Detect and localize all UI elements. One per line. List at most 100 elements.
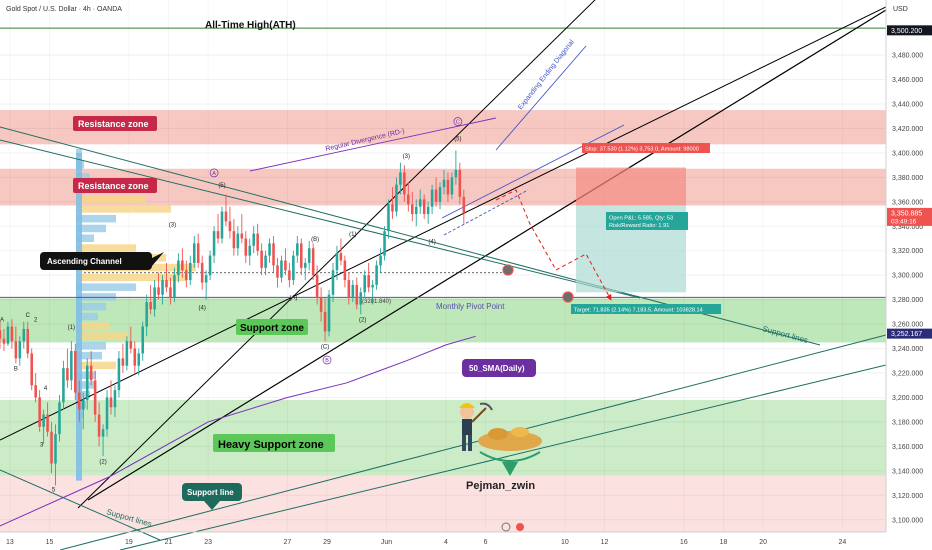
candle-body <box>181 260 184 271</box>
gold-nugget-icon <box>488 428 508 440</box>
candle-body <box>395 184 398 212</box>
ath-label: All-Time High(ATH) <box>205 20 296 31</box>
x-tick-label: 16 <box>680 539 688 546</box>
candle-body <box>169 287 172 298</box>
candle-body <box>220 211 224 239</box>
ascending-channel-pointer <box>152 252 164 266</box>
currency-label: USD <box>893 6 908 13</box>
candle-body <box>204 275 208 283</box>
miner-head-icon <box>460 405 474 419</box>
wave-circle <box>209 168 219 178</box>
y-tick-label: 3,300.000 <box>892 273 923 280</box>
candle-body <box>446 179 450 195</box>
candle-body <box>284 260 287 271</box>
volume-bin <box>76 342 106 350</box>
candle-body <box>0 330 2 339</box>
y-tick-label: 3,280.000 <box>892 297 923 304</box>
candle-body <box>224 211 228 222</box>
y-tick-label: 3,480.000 <box>892 53 923 60</box>
volume-bin <box>76 173 90 181</box>
candle-body <box>26 328 30 354</box>
candle-body <box>161 280 164 295</box>
y-tick-label: 3,100.000 <box>892 517 923 524</box>
candle-body <box>113 390 117 408</box>
candle-body <box>18 341 22 359</box>
gold-pile-icon <box>478 431 542 451</box>
candle-body <box>109 397 113 408</box>
target-label-bg <box>571 304 721 314</box>
position-label-1: Open P&L: 5.585, Qty: 53 <box>609 216 673 222</box>
candle-body <box>303 262 307 268</box>
candle-body <box>450 177 454 195</box>
price-axis-panel[interactable] <box>886 0 932 550</box>
position-label-bg <box>606 212 688 230</box>
heavy-support-label-box: Heavy Support zone <box>213 434 335 452</box>
candle-body <box>331 270 335 295</box>
wave-circle-label: B <box>325 358 329 364</box>
heavy-support-label: Heavy Support zone <box>218 439 324 451</box>
candle-body <box>78 392 81 410</box>
support-zone-label-bg <box>236 319 308 335</box>
candle-body <box>129 341 133 349</box>
wave-label: (B) <box>311 237 319 243</box>
wave-label: (2) <box>359 318 366 324</box>
y-tick-label: 3,460.000 <box>892 77 923 84</box>
y-tick-label: 3,380.000 <box>892 175 923 182</box>
sma-label-box: 50_SMA(Daily) <box>456 351 536 377</box>
candle-body <box>248 245 252 256</box>
candles-layer <box>0 150 466 486</box>
y-tick-label: 3,120.000 <box>892 493 923 500</box>
candle-body <box>137 353 141 366</box>
candle-body <box>58 402 61 435</box>
price-badge-value: 3,500.200 <box>891 28 922 35</box>
wave-label: (1) <box>68 325 75 331</box>
x-tick-label: 4 <box>444 539 448 546</box>
candle-body <box>208 255 212 276</box>
volume-bin <box>76 205 171 213</box>
x-tick-label: 21 <box>165 539 173 546</box>
diagonal-lower-line <box>443 189 529 236</box>
candle-body <box>2 338 6 344</box>
resistance-label-1: Resistance zone <box>78 119 149 129</box>
ath-annotation: All-Time High(ATH) <box>205 20 296 31</box>
x-tick-label: 18 <box>720 539 728 546</box>
candle-body <box>327 294 331 332</box>
candle-body <box>367 275 370 288</box>
candle-body <box>54 434 57 464</box>
alert-icon[interactable] <box>516 523 524 531</box>
zone-4 <box>0 475 886 532</box>
volume-bin <box>76 224 106 233</box>
volume-bin <box>76 381 94 389</box>
candle-body <box>125 341 129 366</box>
trend-lines-layer <box>0 0 901 550</box>
candle-body <box>319 297 323 312</box>
volume-bin <box>76 244 136 252</box>
wave-label: (C) <box>321 345 329 351</box>
candle-body <box>228 221 232 232</box>
x-axis[interactable]: 13 15 19 21 23 27 29 Jun 4 6 10 12 16 18 20 24 <box>6 539 846 546</box>
candle-body <box>34 385 37 398</box>
ascending-channel-label: Ascending Channel <box>47 257 122 266</box>
volume-profile-spine <box>76 152 82 481</box>
candle-body <box>117 358 121 391</box>
candle-body <box>260 250 263 268</box>
ascending-channel-label-box: Ascending Channel <box>40 252 164 270</box>
y-tick-label: 3,240.000 <box>892 346 923 353</box>
resistance-label-2: Resistance zone <box>78 181 149 191</box>
candle-body <box>70 350 73 381</box>
candle-body <box>371 284 374 288</box>
author-mascot: Pejman_zwin <box>459 402 542 492</box>
candle-body <box>292 255 295 281</box>
sma-series-line <box>0 335 476 527</box>
bottom-tools[interactable] <box>501 522 524 532</box>
candle-body <box>173 275 176 298</box>
candle-body <box>462 196 466 213</box>
y-tick-label: 3,360.000 <box>892 199 923 206</box>
support-line-upper-2 <box>0 139 641 299</box>
miner-leg-icon <box>462 435 466 451</box>
candle-body <box>6 326 10 344</box>
candle-body <box>97 414 101 437</box>
candle-body <box>196 243 200 263</box>
replay-icon[interactable] <box>501 522 511 532</box>
